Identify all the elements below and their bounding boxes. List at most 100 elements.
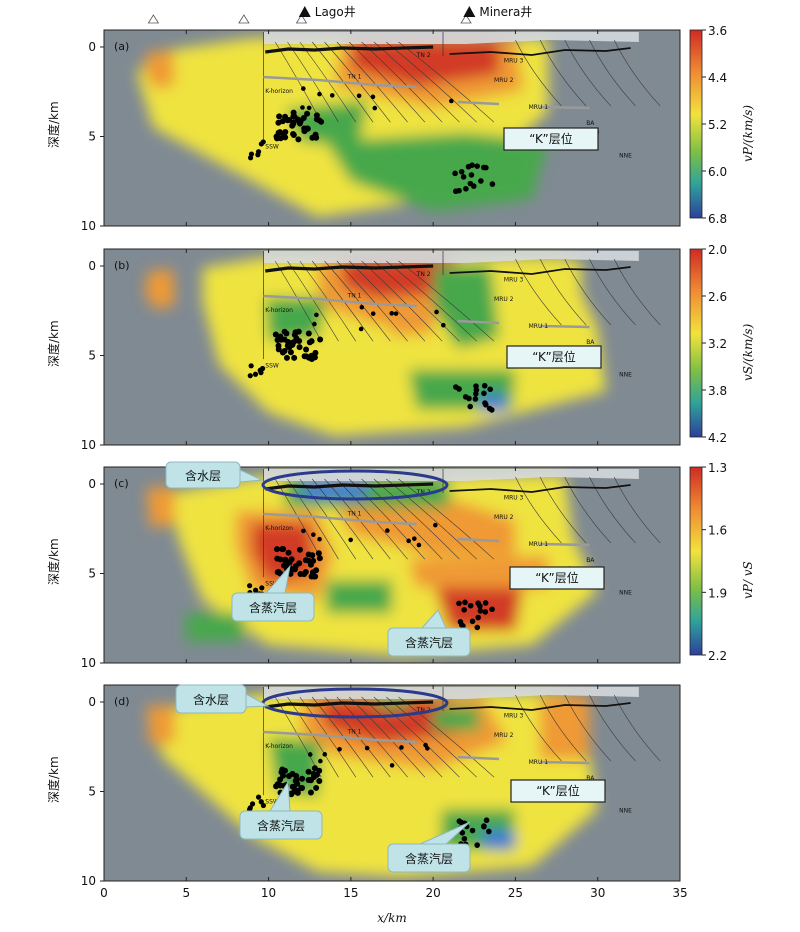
velocity-anomaly <box>433 707 480 731</box>
hypocenter <box>474 842 480 848</box>
hypocenter <box>456 600 462 607</box>
hypocenter <box>296 344 303 351</box>
k-horizon-line <box>457 537 500 543</box>
hypocenter <box>389 763 395 768</box>
hypocenter <box>465 163 472 170</box>
velocity-anomaly <box>326 580 392 613</box>
fault-line <box>398 696 495 778</box>
lithology-boundary <box>265 700 434 709</box>
hypocenter <box>456 187 462 194</box>
hypocenter <box>461 835 468 842</box>
hypocenter <box>461 607 467 613</box>
section-label: TN 2 <box>416 52 431 59</box>
aquifer-ellipse <box>261 469 449 501</box>
hypocenter <box>370 94 376 100</box>
section-label: TN 1 <box>347 293 362 300</box>
hypocenter <box>489 181 496 187</box>
hypocenter <box>281 336 288 343</box>
lithology-boundary <box>449 702 631 711</box>
fault-line <box>386 696 477 778</box>
section-label: BA <box>586 120 595 127</box>
fault-line <box>515 39 562 107</box>
colorbar-tick-label: 3.6 <box>708 24 727 38</box>
k-horizon-line <box>263 294 417 308</box>
k-horizon-line <box>457 319 500 325</box>
y-tick-label: 10 <box>81 219 96 233</box>
well-marker <box>298 6 311 17</box>
colorbar-tick-label: 6.0 <box>708 165 727 179</box>
hypocenter <box>301 86 306 91</box>
colorbar-tick-label: 2.2 <box>708 649 727 663</box>
hypocenter <box>282 128 289 135</box>
hypocenter <box>302 557 309 564</box>
hypocenter <box>308 338 315 345</box>
topography-band <box>263 251 639 263</box>
colorbar-title: vS/(km/s) <box>741 323 755 381</box>
section-label: BA <box>586 557 595 564</box>
k-horizon-box <box>506 345 602 369</box>
velocity-anomaly <box>186 612 244 642</box>
panel-frame <box>103 684 681 882</box>
hypocenter <box>478 178 484 184</box>
hypocenter <box>406 538 411 544</box>
hypocenter <box>247 583 253 589</box>
hypocenter <box>462 394 469 400</box>
hypocenter <box>275 346 282 353</box>
hypocenter <box>452 170 458 177</box>
hypocenter <box>315 550 322 557</box>
station-marker <box>460 14 472 24</box>
hypocenter <box>291 354 298 361</box>
hypocenter <box>308 355 315 362</box>
hypocenter <box>272 331 279 338</box>
section-label: TN 1 <box>347 74 362 81</box>
panel-letter: (d) <box>114 695 130 708</box>
hypocenter <box>489 606 495 613</box>
hypocenter <box>290 131 297 138</box>
hypocenter <box>467 602 474 609</box>
lithology-boundary <box>449 484 631 493</box>
k-horizon-label: “K”层位 <box>535 570 579 585</box>
hypocenter <box>273 135 280 142</box>
k-horizon-line <box>457 755 500 761</box>
hypocenter <box>372 105 378 111</box>
colorbar-title: vP/ vS <box>741 561 755 599</box>
section-label: TN 2 <box>416 489 431 496</box>
hypocenter <box>300 105 305 110</box>
hypocenter <box>337 747 342 752</box>
colorbar-tick-label: 1.3 <box>708 461 727 475</box>
section-label: MRU 2 <box>494 732 514 739</box>
y-tick-label: 5 <box>88 349 96 363</box>
hypocenter <box>458 168 465 175</box>
x-tick-label: 25 <box>508 886 523 900</box>
hypocenter <box>260 139 266 145</box>
section-label: K-horizon <box>265 525 293 532</box>
hypocenter <box>280 545 287 552</box>
panel-letter: (a) <box>114 40 129 53</box>
hypocenter <box>292 329 299 336</box>
velocity-anomaly <box>334 498 516 556</box>
hypocenter <box>482 609 489 615</box>
hypocenter <box>316 117 323 124</box>
hypocenter <box>481 390 487 397</box>
hypocenter <box>385 528 390 533</box>
y-tick-label: 5 <box>88 567 96 581</box>
k-horizon-label: “K”层位 <box>532 349 576 364</box>
k-horizon-line <box>540 105 590 110</box>
fault-line <box>613 258 661 326</box>
fault-line <box>539 258 587 326</box>
section-label: MRU 2 <box>494 77 514 84</box>
velocity-anomaly <box>482 830 516 849</box>
velocity-anomaly <box>531 260 582 317</box>
station-marker <box>295 14 308 24</box>
fault-line <box>613 694 661 762</box>
callout-box <box>387 843 471 873</box>
hypocenter <box>287 349 294 356</box>
hypocenter <box>248 363 254 369</box>
fault-line <box>564 258 612 326</box>
hypocenter <box>313 567 320 574</box>
hypocenter <box>423 742 428 748</box>
colorbar <box>689 29 703 219</box>
hypocenter <box>488 407 495 413</box>
